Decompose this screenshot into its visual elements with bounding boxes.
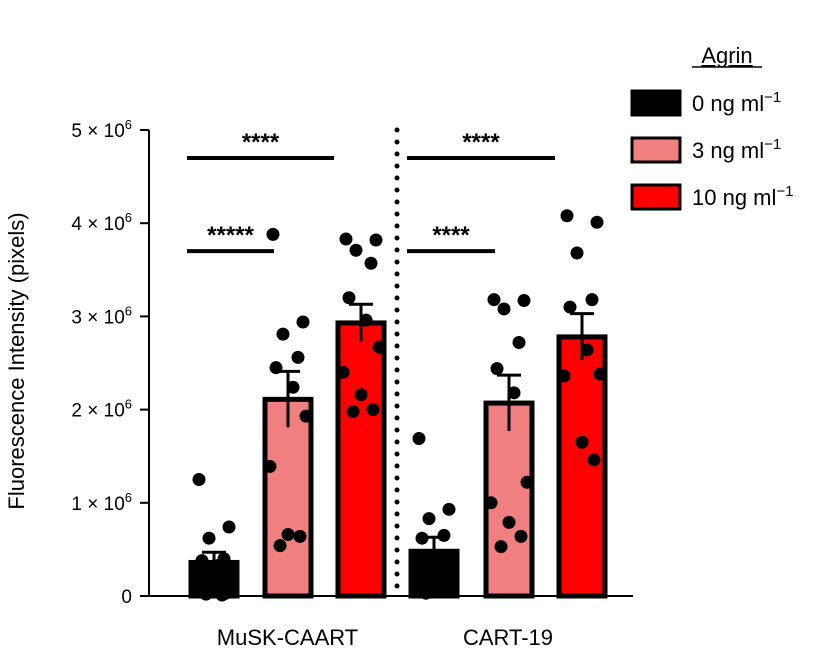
data-point <box>507 386 521 400</box>
data-point <box>346 404 360 418</box>
legend-title: Agrin <box>701 43 752 68</box>
y-tick-label: 1 × 106 <box>71 490 132 515</box>
data-point <box>369 233 383 247</box>
data-point <box>514 529 528 543</box>
data-point <box>494 540 508 554</box>
data-point <box>587 453 601 467</box>
data-point <box>276 327 290 341</box>
data-point <box>299 409 313 423</box>
data-point <box>281 527 295 541</box>
data-point <box>364 256 378 270</box>
data-point <box>366 403 380 417</box>
data-point <box>590 215 604 229</box>
data-point <box>445 557 459 571</box>
data-point <box>215 588 229 602</box>
data-point <box>415 531 429 545</box>
data-point <box>354 388 368 402</box>
data-point <box>593 367 607 381</box>
data-point <box>512 335 526 349</box>
legend-swatch <box>630 136 682 164</box>
data-point <box>336 365 350 379</box>
data-point <box>570 246 584 260</box>
data-point <box>296 315 310 329</box>
data-point <box>222 520 236 534</box>
data-point <box>557 369 571 383</box>
data-point <box>497 302 511 316</box>
y-tick-label: 2 × 106 <box>71 397 132 422</box>
significance-label: **** <box>242 129 280 156</box>
data-point <box>212 558 226 572</box>
legend-label: 0 ng ml−1 <box>692 89 781 116</box>
data-point <box>563 300 577 314</box>
data-point <box>372 340 386 354</box>
data-point <box>487 293 501 307</box>
data-point <box>293 529 307 543</box>
data-point <box>225 566 239 580</box>
y-axis-label: Fluorescence Intensity (pixels) <box>4 212 29 509</box>
data-point <box>484 496 498 510</box>
data-point <box>439 580 453 594</box>
data-point <box>342 291 356 305</box>
data-point <box>189 575 203 589</box>
data-point <box>419 586 433 600</box>
significance-label: ***** <box>207 222 254 249</box>
data-point <box>502 515 516 529</box>
x-category-label: MuSK-CAART <box>217 625 358 650</box>
legend-swatch <box>630 183 682 211</box>
data-point <box>359 313 373 327</box>
data-point <box>412 431 426 445</box>
y-tick-label: 4 × 106 <box>71 210 132 235</box>
legend-label: 3 ng ml−1 <box>692 136 781 163</box>
legend-label: 10 ng ml−1 <box>692 183 794 210</box>
y-tick-label: 5 × 106 <box>71 117 132 142</box>
data-point <box>585 293 599 307</box>
data-point <box>286 380 300 394</box>
legend-swatch <box>630 89 682 117</box>
y-tick-label: 3 × 106 <box>71 303 132 328</box>
data-point <box>490 362 504 376</box>
data-point <box>409 565 423 579</box>
data-point <box>580 343 594 357</box>
data-point <box>560 209 574 223</box>
data-point <box>575 435 589 449</box>
data-point <box>199 587 213 601</box>
data-point <box>422 512 436 526</box>
data-point <box>432 550 446 564</box>
data-point <box>273 539 287 553</box>
data-point <box>437 528 451 542</box>
data-point <box>291 350 305 364</box>
data-point <box>339 232 353 246</box>
data-point <box>349 243 363 257</box>
bar <box>335 320 387 599</box>
data-point <box>192 473 206 486</box>
data-point <box>427 572 441 586</box>
significance-label: **** <box>462 129 500 156</box>
y-tick-label: 0 <box>121 587 132 608</box>
bar <box>262 396 314 599</box>
significance-label: **** <box>432 222 470 249</box>
data-point <box>517 294 531 308</box>
data-point <box>442 502 456 516</box>
data-point <box>269 361 283 375</box>
data-point <box>202 531 216 545</box>
data-point <box>263 459 277 473</box>
data-point <box>520 475 534 489</box>
data-point <box>195 554 209 568</box>
x-category-label: CART-19 <box>463 625 553 650</box>
data-point <box>266 227 280 241</box>
